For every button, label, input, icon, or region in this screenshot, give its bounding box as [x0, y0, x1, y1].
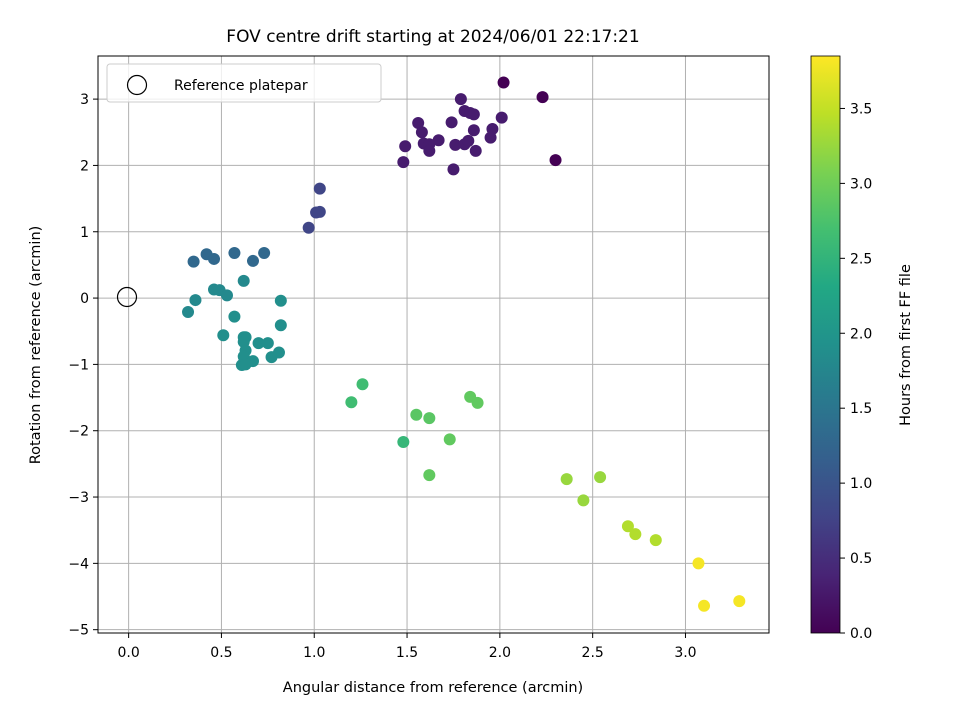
data-point: [443, 433, 456, 446]
data-point: [415, 126, 428, 139]
data-point: [187, 255, 200, 268]
data-point: [536, 91, 549, 104]
y-axis-label: Rotation from reference (arcmin): [28, 226, 44, 465]
data-point: [313, 205, 326, 218]
y-axis: −5 −4 −3 −2 −1 0 1 2 3: [68, 92, 98, 639]
x-axis: 0.0 0.5 1.0 1.5 2.0 2.5 3.0: [117, 633, 697, 661]
colorbar-tick-label: 0.0: [850, 626, 872, 642]
colorbar-label: Hours from first FF file: [898, 264, 914, 426]
x-tick-label: 3.0: [674, 645, 696, 661]
data-points: [182, 76, 746, 612]
data-point: [423, 412, 436, 425]
colorbar-ticks: 0.0 0.5 1.0 1.5 2.0 2.5 3.0 3.5: [840, 101, 872, 642]
colorbar-gradient: [810, 55, 841, 634]
data-point: [189, 294, 202, 307]
data-point: [432, 134, 445, 147]
legend-marker-icon: [126, 74, 148, 96]
data-point: [246, 254, 259, 267]
data-point: [399, 140, 412, 153]
data-point: [217, 329, 230, 342]
data-point: [237, 274, 250, 287]
y-tick-label: 1: [80, 225, 89, 241]
data-point: [239, 358, 252, 371]
y-tick-label: −5: [68, 623, 89, 639]
data-point: [486, 122, 499, 135]
data-point: [182, 306, 195, 319]
data-point: [412, 116, 425, 129]
legend: Reference platepar: [106, 63, 382, 103]
reference-marker: [116, 286, 138, 308]
data-point: [221, 289, 234, 302]
x-tick-label: 0.5: [210, 645, 232, 661]
colorbar-tick-label: 3.0: [850, 176, 872, 192]
data-point: [274, 294, 287, 307]
data-point: [621, 520, 634, 533]
x-axis-label: Angular distance from reference (arcmin): [283, 680, 583, 696]
data-point: [265, 351, 278, 364]
data-point: [467, 124, 480, 137]
y-tick-label: −4: [68, 556, 89, 572]
x-tick-label: 1.0: [303, 645, 325, 661]
data-point: [497, 76, 510, 89]
y-tick-label: −3: [68, 490, 89, 506]
data-point: [692, 557, 705, 570]
data-point: [252, 337, 265, 350]
y-tick-label: 0: [80, 291, 89, 307]
data-point: [228, 310, 241, 323]
data-point: [397, 156, 410, 169]
data-point: [447, 163, 460, 176]
data-point: [445, 116, 458, 129]
data-point: [208, 252, 221, 265]
data-point: [577, 494, 590, 507]
data-point: [629, 528, 642, 541]
data-point: [549, 154, 562, 167]
plot-frame: [97, 55, 770, 634]
colorbar-tick-label: 0.5: [850, 551, 872, 567]
colorbar-tick-label: 2.5: [850, 251, 872, 267]
data-point: [397, 435, 410, 448]
y-tick-label: −2: [68, 424, 89, 440]
y-tick-label: 3: [80, 92, 89, 108]
data-point: [313, 182, 326, 195]
data-point: [410, 408, 423, 421]
x-tick-label: 1.5: [396, 645, 418, 661]
colorbar-tick-label: 1.0: [850, 476, 872, 492]
data-point: [471, 396, 484, 409]
data-point: [454, 93, 467, 106]
x-tick-label: 2.0: [489, 645, 511, 661]
data-point: [345, 396, 358, 409]
y-tick-label: 2: [80, 158, 89, 174]
data-point: [356, 378, 369, 391]
data-point: [423, 469, 436, 482]
y-tick-label: −1: [68, 357, 89, 373]
data-point: [228, 246, 241, 259]
grid-lines: [98, 56, 769, 633]
legend-box: [106, 63, 382, 103]
data-point: [649, 534, 662, 547]
colorbar-tick-label: 2.0: [850, 326, 872, 342]
legend-label: Reference platepar: [174, 78, 308, 94]
data-point: [258, 246, 271, 259]
data-point: [274, 319, 287, 332]
data-point: [449, 138, 462, 151]
data-point: [495, 111, 508, 124]
data-point: [594, 471, 607, 484]
data-point: [469, 144, 482, 157]
data-point: [698, 599, 711, 612]
colorbar: 0.0 0.5 1.0 1.5 2.0 2.5 3.0 3.5 Hours from firs…: [810, 55, 914, 642]
data-point: [467, 108, 480, 121]
data-point: [302, 221, 315, 234]
x-tick-label: 2.5: [582, 645, 604, 661]
colorbar-tick-label: 1.5: [850, 401, 872, 417]
data-point: [462, 134, 475, 147]
data-point: [733, 595, 746, 608]
colorbar-tick-label: 3.5: [850, 101, 872, 117]
chart-title: FOV centre drift starting at 2024/06/01 …: [226, 27, 639, 47]
data-point: [423, 144, 436, 157]
data-point: [560, 473, 573, 486]
x-tick-label: 0.0: [117, 645, 139, 661]
data-point: [261, 337, 274, 350]
